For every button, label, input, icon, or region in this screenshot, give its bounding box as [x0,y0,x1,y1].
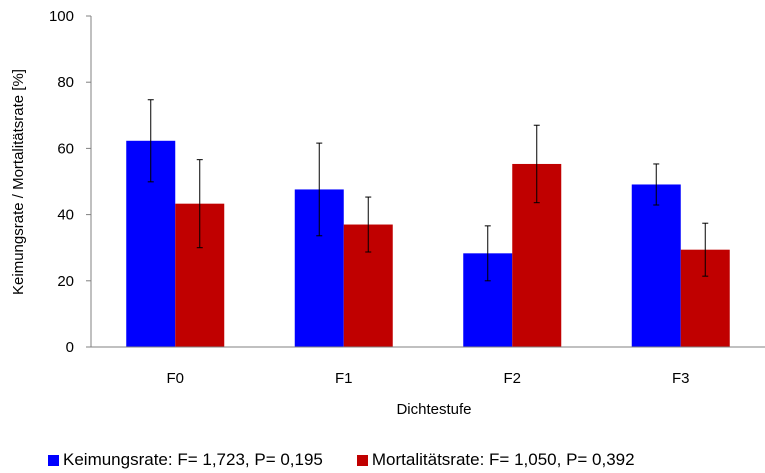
legend-label-mortalitaetsrate: Mortalitätsrate: F= 1,050, P= 0,392 [371,450,635,469]
bar-chart: 0 20 40 60 80 100 F0 F1 F2 F3 Dichtestufe Keimun… [10,8,765,418]
x-tick-label-f3: F3 [672,370,690,387]
y-tick-labels: 0 20 40 60 80 100 [49,8,91,356]
bar-0-f3 [631,184,681,347]
bars-layer [126,140,730,347]
legend-label-keimungsrate: Keimungsrate: F= 1,723, P= 0,195 [63,450,323,469]
y-tick-label-60: 60 [57,140,74,157]
legend-swatch-blue [48,454,59,466]
x-tick-labels: F0 F1 F2 F3 [166,370,689,387]
axes [90,16,765,348]
x-tick-label-f0: F0 [166,370,184,387]
legend-item-mortalitaetsrate: Mortalitätsrate: F= 1,050, P= 0,392 [356,450,635,470]
x-tick-label-f1: F1 [335,370,353,387]
x-axis-title: Dichtestufe [396,401,471,418]
x-tick-label-f2: F2 [503,370,521,387]
y-tick-label-0: 0 [66,339,74,356]
y-tick-label-20: 20 [57,273,74,290]
error-bars-layer [147,99,709,282]
y-tick-label-40: 40 [57,207,74,224]
y-tick-label-80: 80 [57,74,74,91]
y-axis-title: Keimungsrate / Mortalitätsrate [%] [10,69,27,295]
legend-swatch-red [356,454,368,466]
legend-item-keimungsrate: Keimungsrate: F= 1,723, P= 0,195 [48,450,323,470]
legend: Keimungsrate: F= 1,723, P= 0,195 Mortali… [48,448,635,472]
y-tick-label-100: 100 [49,8,74,25]
